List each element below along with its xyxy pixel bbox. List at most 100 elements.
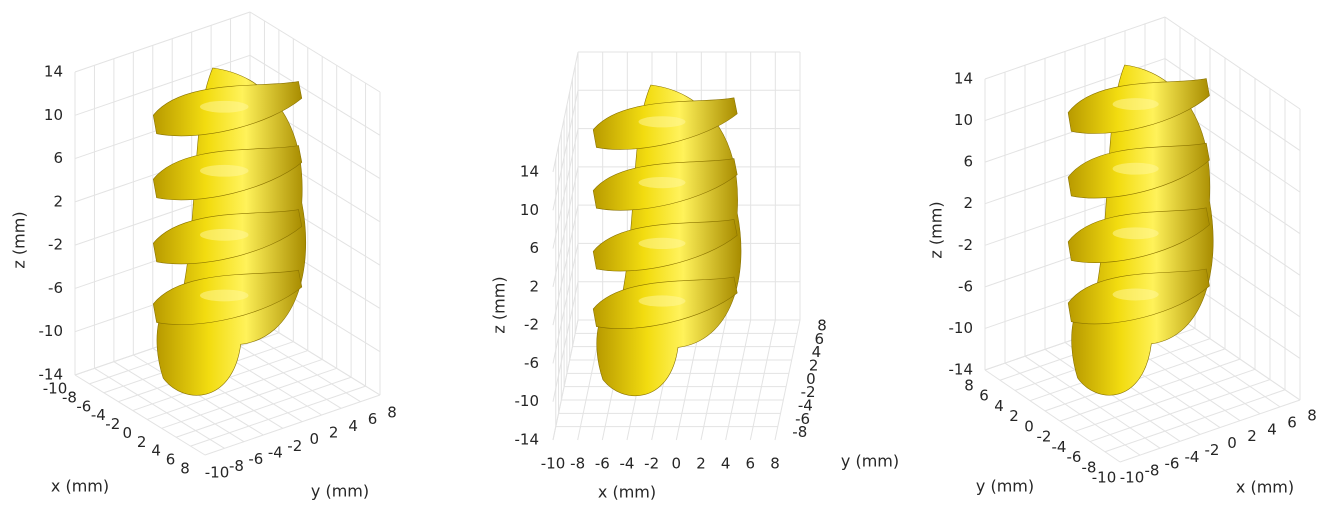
highlight: [638, 295, 686, 307]
y-tick-label: -4: [268, 444, 283, 462]
highlight: [199, 228, 249, 241]
x-tick-label: -4: [91, 406, 106, 424]
x-tick-label: -6: [1165, 455, 1180, 473]
y-axis-label: y (mm): [976, 477, 1034, 496]
z-tick-label: -6: [524, 354, 539, 372]
y-axis-label: y (mm): [841, 452, 899, 471]
y-tick-label: -8: [792, 423, 807, 441]
y-tick-label: 0: [309, 430, 319, 448]
grid-line: [1004, 362, 1141, 456]
grid-line: [1164, 58, 1301, 151]
y-tick-label: -6: [795, 410, 810, 428]
x-tick-label: -2: [644, 455, 659, 473]
z-tick-label: 2: [53, 192, 63, 210]
y-tick-label: -2: [1037, 428, 1052, 446]
grid-line: [204, 394, 381, 456]
grid-line: [1164, 16, 1301, 110]
highlight: [638, 116, 686, 128]
x-tick-label: -8: [62, 388, 77, 406]
z-tick-label: -10: [39, 322, 64, 340]
x-axis-label: x (mm): [51, 477, 109, 496]
highlight: [1112, 98, 1159, 111]
grid-line: [552, 243, 579, 364]
x-tick-label: 0: [672, 455, 682, 473]
x-tick-label: -4: [620, 455, 635, 473]
z-tick-label: -6: [958, 277, 973, 295]
grid-line: [1104, 389, 1286, 453]
grid-line: [552, 319, 579, 441]
highlight: [199, 289, 249, 302]
y-tick-label: -6: [248, 450, 263, 468]
z-tick-label: -14: [949, 361, 974, 379]
y-tick-label: 6: [979, 387, 989, 405]
grid-line: [1059, 358, 1241, 422]
y-tick-label: 8: [964, 377, 974, 395]
grid-line: [74, 11, 251, 73]
z-tick-label: 14: [520, 163, 539, 181]
y-tick-label: 6: [814, 330, 824, 348]
y-tick-label: -8: [1082, 458, 1097, 476]
grid-line: [552, 128, 579, 249]
x-tick-label: 8: [180, 460, 190, 478]
y-tick-label: 2: [329, 424, 339, 442]
grid-line: [249, 54, 381, 136]
grid-line: [984, 16, 1166, 80]
grid-line: [1089, 379, 1271, 443]
y-tick-label: -10: [205, 464, 230, 482]
y-tick-label: -6: [1067, 448, 1082, 466]
highlight: [638, 237, 686, 249]
x-tick-label: 6: [746, 455, 756, 473]
x-tick-label: 4: [151, 442, 161, 460]
x-tick-label: -10: [1120, 469, 1145, 487]
y-tick-label: 8: [387, 404, 397, 422]
grid-line: [1074, 368, 1256, 432]
grid-line: [552, 281, 579, 402]
z-tick-label: 10: [44, 106, 63, 124]
grid-line: [94, 367, 225, 449]
y-tick-label: 4: [812, 343, 822, 361]
y-tick-label: 4: [994, 397, 1004, 415]
grid-line: [552, 166, 579, 287]
highlight: [199, 100, 249, 113]
grid-line: [113, 361, 245, 443]
grid-line: [74, 374, 206, 456]
x-tick-label: -10: [43, 380, 68, 398]
z-tick-label: 14: [954, 70, 973, 88]
highlight: [638, 177, 686, 189]
z-tick-label: 2: [529, 277, 539, 295]
x-axis-label: x (mm): [598, 483, 656, 502]
z-tick-label: 6: [53, 149, 63, 167]
y-tick-label: 0: [806, 370, 816, 388]
x-tick-label: -8: [570, 455, 585, 473]
grid-line: [161, 367, 337, 429]
grid-line: [984, 369, 1121, 463]
grid-line: [552, 90, 579, 211]
highlight: [199, 164, 249, 177]
y-tick-label: -10: [1092, 469, 1117, 487]
x-tick-label: 6: [1287, 413, 1297, 431]
grid-line: [700, 319, 727, 441]
x-tick-label: 8: [1307, 407, 1317, 425]
z-tick-label: 6: [963, 153, 973, 171]
y-tick-label: 8: [817, 317, 827, 335]
y-tick-label: 2: [809, 357, 819, 375]
z-tick-label: -10: [949, 319, 974, 337]
grid-line: [74, 54, 251, 116]
x-tick-label: -10: [541, 455, 566, 473]
y-tick-label: -4: [1052, 438, 1067, 456]
x-axis-label: x (mm): [1236, 478, 1294, 497]
z-tick-label: -6: [48, 279, 63, 297]
y-axis-label: y (mm): [311, 482, 369, 501]
y-tick-label: 2: [1009, 407, 1019, 425]
z-tick-label: -2: [524, 316, 539, 334]
x-tick-label: -4: [1185, 448, 1200, 466]
grid-line: [175, 376, 352, 438]
grid-line: [725, 319, 752, 441]
x-tick-label: -6: [595, 455, 610, 473]
grid-line: [774, 319, 801, 441]
z-tick-label: 2: [963, 194, 973, 212]
x-tick-label: 0: [122, 424, 132, 442]
surface: [1067, 64, 1214, 396]
grid-line: [749, 319, 776, 441]
